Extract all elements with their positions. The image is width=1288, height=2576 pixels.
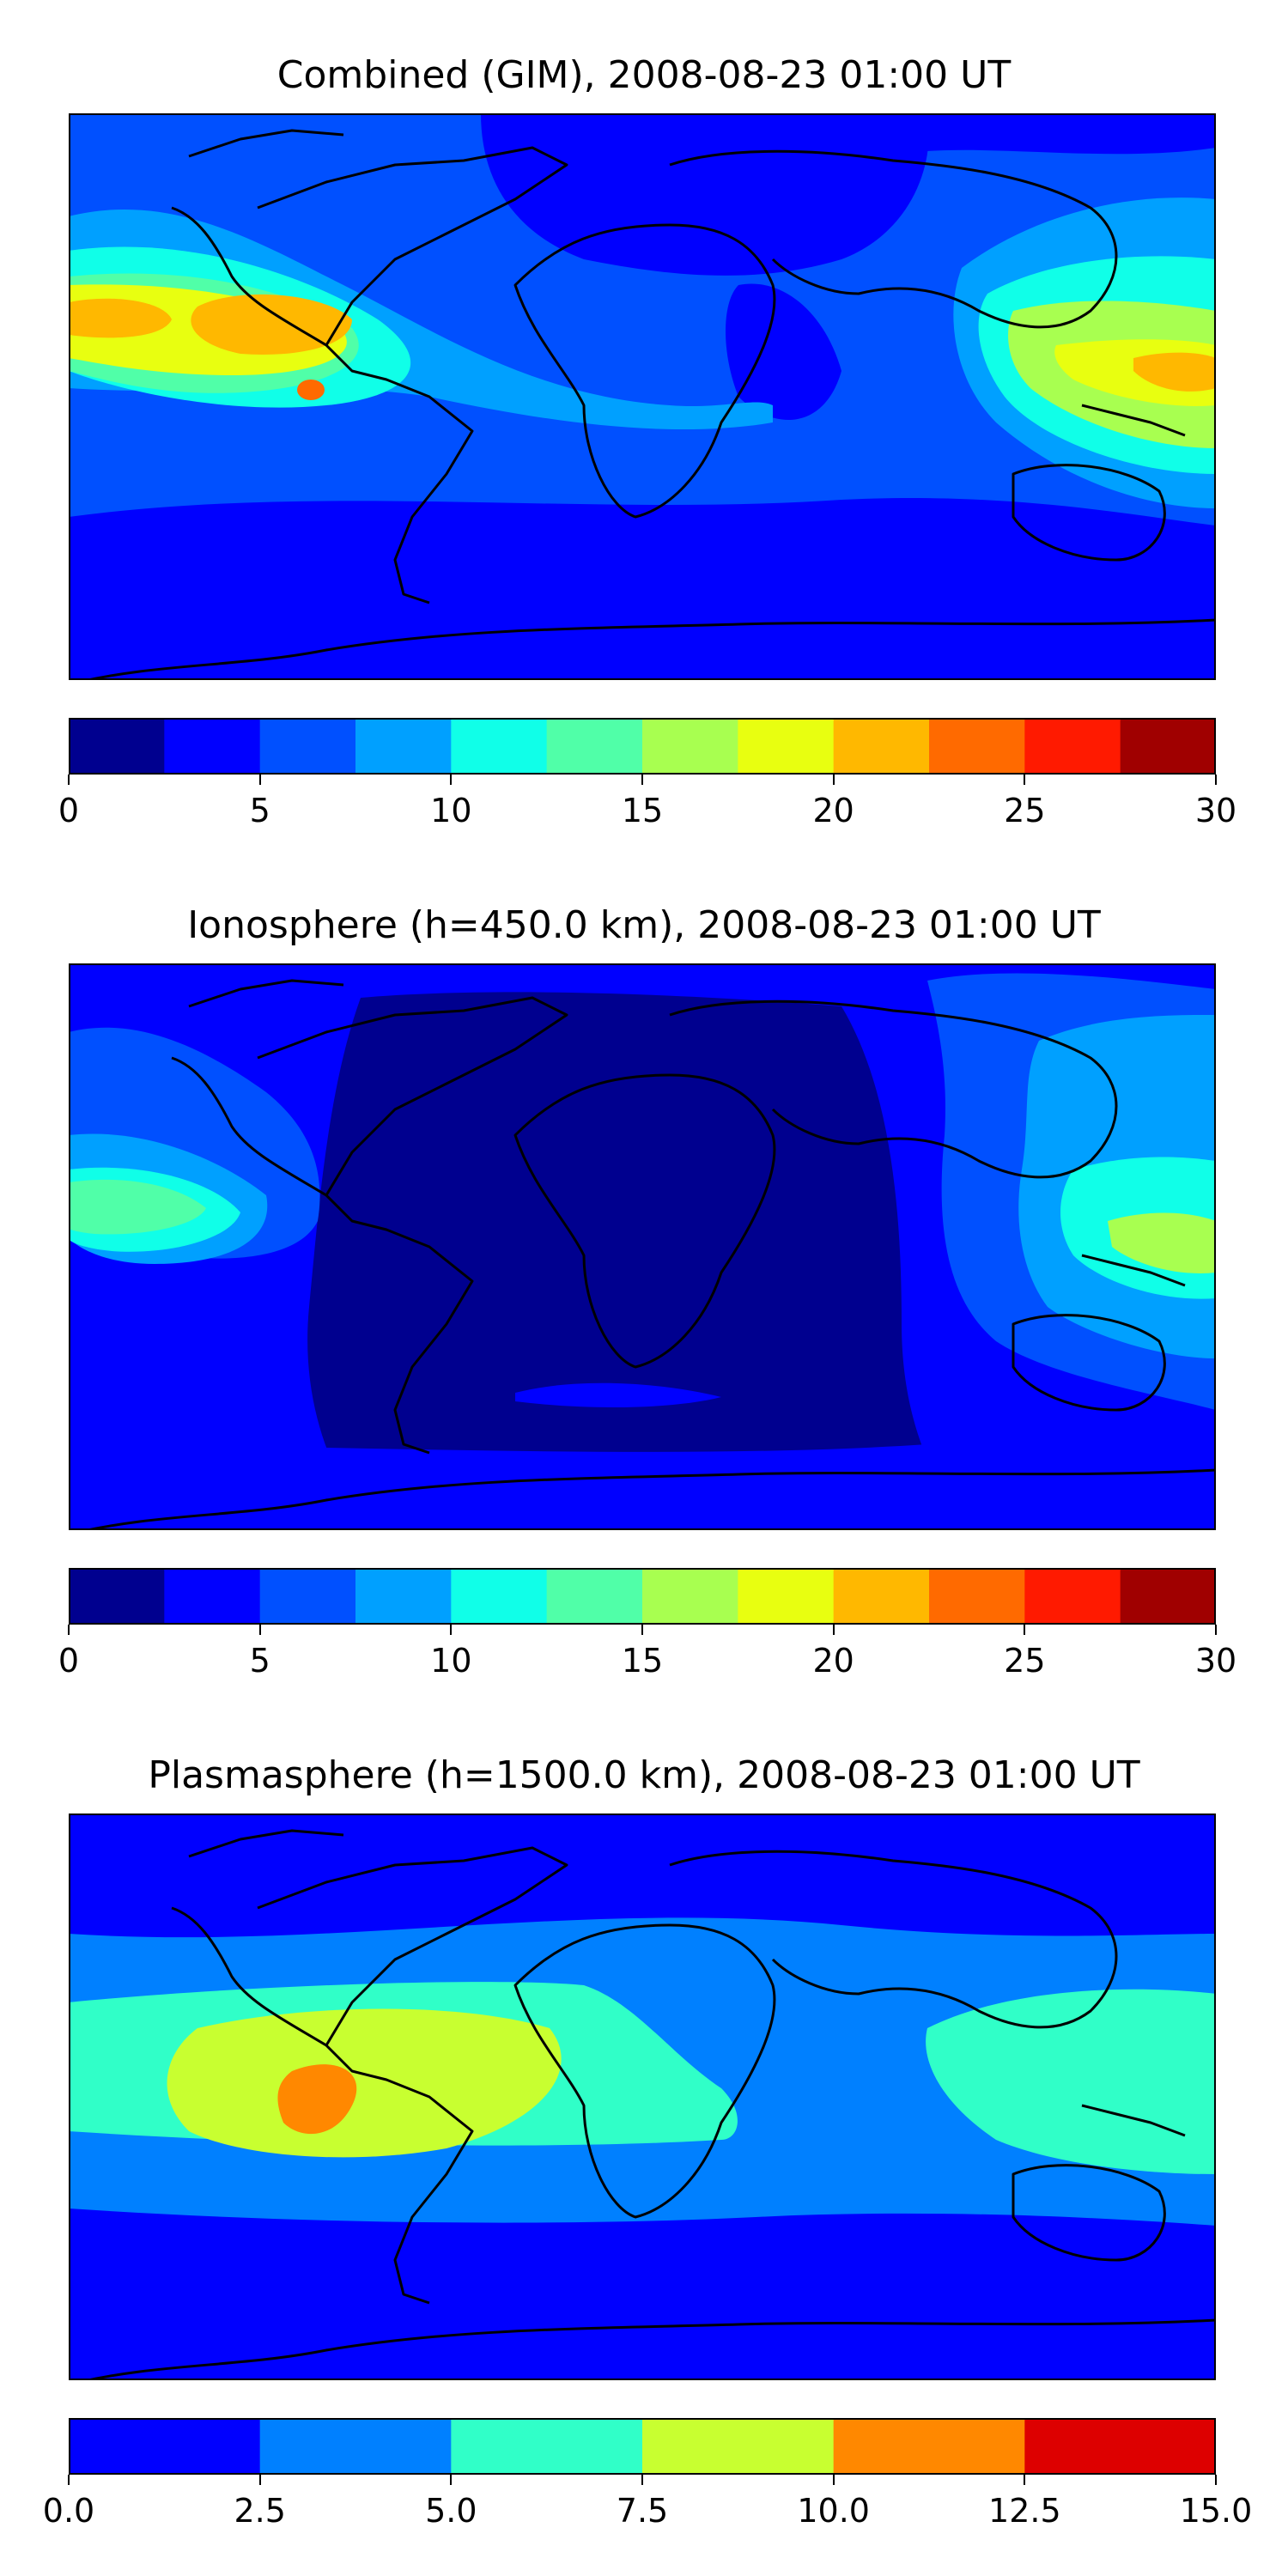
colorbar-tick <box>68 775 70 785</box>
colorbar-tick <box>641 775 643 785</box>
colorbar-tick <box>450 775 453 785</box>
colorbar-ticks-plasmasphere: 0.0 2.5 5.0 7.5 10.0 12.5 15.0 <box>43 2475 1252 2535</box>
colorbar-tick-label: 20 <box>812 792 854 829</box>
colorbar-segment <box>259 718 356 775</box>
colorbar-tick-label: 20 <box>812 1642 854 1680</box>
colorbar-segment <box>259 2418 452 2475</box>
chart-title-combined: Combined (GIM), 2008-08-23 01:00 UT <box>276 53 1012 97</box>
colorbar-segment <box>642 718 738 775</box>
colorbar-plasmasphere <box>69 2418 1216 2475</box>
colorbar-segment <box>259 1568 356 1625</box>
colorbar-segment <box>833 718 930 775</box>
chart-title-ionosphere: Ionosphere (h=450.0 km), 2008-08-23 01:0… <box>187 903 1101 947</box>
colorbar-segment <box>642 2418 835 2475</box>
colorbar-segment <box>1024 718 1121 775</box>
colorbar-tick <box>1215 1625 1217 1635</box>
colorbar-tick-label: 5.0 <box>425 2492 477 2530</box>
colorbar-tick <box>68 2475 70 2485</box>
colorbar-tick <box>1024 2475 1026 2485</box>
colorbar-tick <box>641 2475 643 2485</box>
colorbar-tick-label: 0 <box>58 792 80 829</box>
colorbar-tick-label: 12.5 <box>988 2492 1061 2530</box>
colorbar-tick <box>450 2475 453 2485</box>
colorbar-tick-label: 15 <box>621 1642 664 1680</box>
colorbar-segment <box>69 1568 165 1625</box>
colorbar-tick-label: 15.0 <box>1179 2492 1253 2530</box>
colorbar-segment <box>738 1568 835 1625</box>
colorbar-segment <box>451 718 548 775</box>
colorbar-segment <box>642 1568 738 1625</box>
colorbar-tick-label: 25 <box>1004 1642 1046 1680</box>
colorbar-tick <box>258 2475 261 2485</box>
colorbar-tick <box>258 1625 261 1635</box>
colorbar-tick <box>832 775 835 785</box>
colorbar-segment <box>164 1568 261 1625</box>
colorbar-tick <box>68 1625 70 1635</box>
colorbar-segment <box>833 2418 1025 2475</box>
colorbar-tick <box>258 775 261 785</box>
colorbar-segment <box>69 2418 261 2475</box>
tec-heatmap-ionosphere <box>69 963 1216 1530</box>
colorbar-segment <box>355 1568 452 1625</box>
colorbar-segment <box>833 1568 930 1625</box>
colorbar-tick-label: 10.0 <box>797 2492 870 2530</box>
colorbar-tick-label: 25 <box>1004 792 1046 829</box>
colorbar-segment <box>69 718 165 775</box>
colorbar-segment <box>546 718 643 775</box>
colorbar-tick-label: 15 <box>621 792 664 829</box>
colorbar-ionosphere <box>69 1568 1216 1625</box>
colorbar-tick <box>1024 1625 1026 1635</box>
colorbar-segment <box>164 718 261 775</box>
colorbar-segment <box>929 1568 1025 1625</box>
map-combined <box>69 113 1216 680</box>
colorbar-segment <box>451 1568 548 1625</box>
colorbar-tick-label: 2.5 <box>234 2492 286 2530</box>
colorbar-segment <box>1024 1568 1121 1625</box>
colorbar-tick <box>1215 2475 1217 2485</box>
colorbar-tick-label: 0 <box>58 1642 80 1680</box>
colorbar-ticks-ionosphere: 0 5 10 15 20 25 30 <box>58 1625 1236 1685</box>
map-plasmasphere <box>69 1814 1216 2380</box>
colorbar-tick-label: 10 <box>430 1642 472 1680</box>
colorbar-tick-label: 30 <box>1194 1642 1237 1680</box>
colorbar-segment <box>738 718 835 775</box>
colorbar-combined <box>69 718 1216 775</box>
colorbar-segment <box>355 718 452 775</box>
colorbar-segment <box>929 718 1025 775</box>
colorbar-tick-label: 7.5 <box>616 2492 669 2530</box>
colorbar-tick <box>832 1625 835 1635</box>
colorbar-tick <box>1024 775 1026 785</box>
colorbar-segment <box>451 2418 643 2475</box>
colorbar-tick-label: 0.0 <box>42 2492 95 2530</box>
colorbar-tick <box>641 1625 643 1635</box>
chart-title-plasmasphere: Plasmasphere (h=1500.0 km), 2008-08-23 0… <box>148 1753 1140 1797</box>
colorbar-ticks-combined: 0 5 10 15 20 25 30 <box>58 775 1236 835</box>
colorbar-tick-label: 5 <box>249 792 270 829</box>
colorbar-tick <box>1215 775 1217 785</box>
map-ionosphere <box>69 963 1216 1530</box>
colorbar-tick-label: 5 <box>249 1642 270 1680</box>
colorbar-segment <box>1120 1568 1216 1625</box>
colorbar-tick-label: 30 <box>1194 792 1237 829</box>
colorbar-segment <box>546 1568 643 1625</box>
colorbar-segment <box>1120 718 1216 775</box>
colorbar-tick <box>450 1625 453 1635</box>
tec-heatmap-plasmasphere <box>69 1814 1216 2380</box>
tec-heatmap-combined <box>69 113 1216 680</box>
colorbar-segment <box>1024 2418 1216 2475</box>
colorbar-tick <box>832 2475 835 2485</box>
colorbar-tick-label: 10 <box>430 792 472 829</box>
